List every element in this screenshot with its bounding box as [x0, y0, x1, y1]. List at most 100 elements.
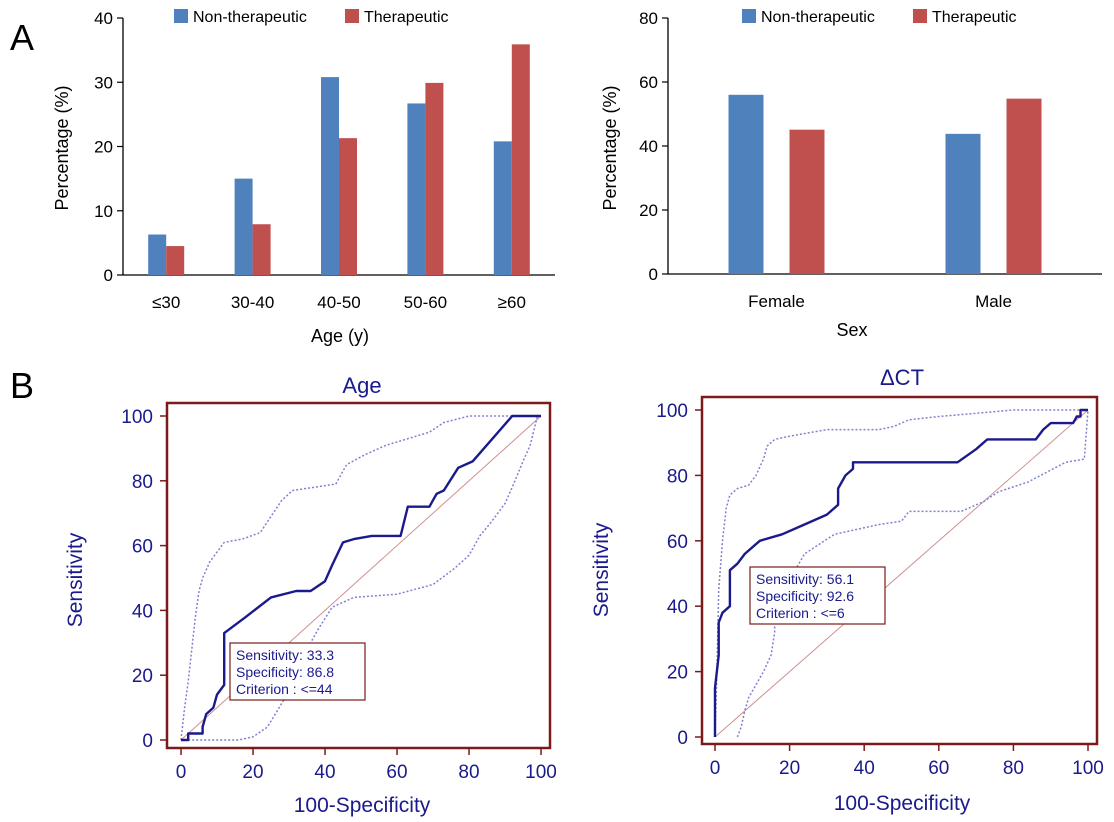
x-tick-label: 40	[854, 758, 875, 779]
x-tick-label: Female	[748, 292, 805, 311]
y-tick-label: 10	[94, 202, 113, 221]
panel-label-b: B	[10, 365, 34, 406]
bar-non-therapeutic-female	[728, 94, 764, 274]
y-tick-label: 60	[667, 532, 688, 553]
x-tick-label: ≤30	[152, 293, 180, 312]
dct-roc-criterion: Criterion : <=6	[756, 605, 845, 621]
legend-swatch-non-therapeutic	[174, 9, 188, 23]
dct-roc-specificity: Specificity: 92.6	[756, 588, 854, 604]
y-tick-label: 40	[639, 137, 658, 156]
y-tick-label: 20	[667, 663, 688, 684]
ci-lower-curve	[188, 415, 539, 741]
ci-lower-curve	[736, 409, 1089, 738]
age-roc-chart: Age 0 0 20 20 40 40 60 60 80 80 100 100 100-Specifi…	[64, 373, 557, 817]
y-tick-label: 20	[132, 666, 153, 687]
x-tick-label: 40	[314, 762, 335, 783]
legend-label-therapeutic: Therapeutic	[364, 9, 449, 26]
y-tick-label: 40	[667, 597, 688, 618]
plot-frame	[700, 395, 1099, 746]
age-roc-criterion: Criterion : <=44	[236, 681, 333, 697]
age-roc-criterion-box: Sensitivity: 33.3 Specificity: 86.8 Crit…	[229, 642, 366, 701]
dct-roc-criterion-frame	[749, 566, 886, 625]
x-tick-label: 100	[1072, 758, 1104, 779]
x-tick-label: 80	[1003, 758, 1024, 779]
dct-roc-ylabel: Sensitivity	[590, 522, 613, 617]
x-tick-label: 20	[242, 762, 263, 783]
x-tick-label: 80	[458, 762, 479, 783]
sex-bar-chart-plot: 0 20 40 60 80 Female Male	[639, 9, 1102, 311]
y-tick-label: 20	[94, 138, 113, 157]
dct-roc-xlabel: 100-Specificity	[834, 792, 971, 815]
bar-non-therapeutic-60	[493, 141, 512, 275]
bar-non-therapeutic-30	[148, 234, 167, 275]
roc-curve	[713, 408, 1088, 737]
x-tick-label: 60	[928, 758, 949, 779]
legend-swatch-therapeutic	[913, 9, 927, 23]
sex-bar-chart-xlabel: Sex	[836, 320, 867, 340]
bar-non-therapeutic-40-50	[321, 77, 339, 275]
bar-therapeutic-male	[1006, 98, 1042, 274]
legend-label-non-therapeutic: Non-therapeutic	[761, 9, 875, 26]
legend-swatch-therapeutic	[345, 9, 359, 23]
bar-non-therapeutic-50-60	[407, 103, 426, 275]
y-tick-label: 80	[132, 472, 153, 493]
dct-roc-chart: ΔCT 0 0 20 20 40 40 60 60 80 80 100 100 100-Specifi…	[590, 365, 1104, 815]
bar-therapeutic-50-60	[425, 82, 444, 275]
dct-roc-criterion-box: Sensitivity: 56.1 Specificity: 92.6 Crit…	[749, 566, 886, 625]
age-roc-title: Age	[342, 373, 381, 398]
legend-swatch-non-therapeutic	[742, 9, 756, 23]
y-tick-label: 0	[104, 266, 113, 285]
y-tick-label: 60	[132, 537, 153, 558]
age-roc-sensitivity: Sensitivity: 33.3	[236, 647, 334, 663]
age-roc-xlabel: 100-Specificity	[294, 794, 431, 817]
age-bar-chart-ylabel: Percentage (%)	[52, 85, 72, 210]
y-tick-label: 40	[132, 601, 153, 622]
y-tick-label: 30	[94, 73, 113, 92]
x-tick-label: Male	[975, 292, 1012, 311]
y-tick-label: 0	[649, 265, 658, 284]
y-tick-label: 100	[656, 401, 688, 422]
x-tick-label: 0	[710, 758, 721, 779]
age-roc-criterion-frame	[229, 642, 366, 701]
x-tick-label: 20	[779, 758, 800, 779]
bar-non-therapeutic-30-40	[234, 178, 253, 275]
x-tick-label: 0	[176, 762, 187, 783]
x-tick-label: 100	[525, 762, 557, 783]
sex-bar-chart: 0 20 40 60 80 Female Male Sex Percentage (%) N…	[600, 9, 1102, 340]
legend-label-therapeutic: Therapeutic	[932, 9, 1017, 26]
age-roc-specificity: Specificity: 86.8	[236, 664, 334, 680]
y-tick-label: 80	[667, 466, 688, 487]
dct-roc-plot: 0 0 20 20 40 40 60 60 80 80 100 100	[656, 395, 1104, 779]
panel-label-a: A	[10, 17, 34, 58]
bar-therapeutic-60	[511, 44, 530, 275]
bar-therapeutic-30-40	[252, 224, 271, 275]
roc-curve	[181, 414, 541, 742]
y-tick-label: 40	[94, 9, 113, 28]
x-tick-label: 30-40	[231, 293, 274, 312]
ci-upper-curve	[180, 415, 541, 741]
bar-therapeutic-30	[166, 246, 185, 275]
x-tick-label: ≥60	[498, 293, 526, 312]
ci-upper-curve	[714, 409, 1088, 738]
plot-frame	[165, 401, 552, 750]
y-tick-label: 20	[639, 201, 658, 220]
age-bar-chart-plot: 0 10 20 30 40 ≤30 30-40 40-50 50-60 ≥60	[94, 9, 555, 312]
x-tick-label: 50-60	[404, 293, 447, 312]
y-tick-label: 100	[121, 407, 153, 428]
sex-bar-chart-legend: Non-therapeutic Therapeutic	[742, 9, 1017, 26]
bar-therapeutic-40-50	[339, 138, 357, 275]
age-bar-chart-xlabel: Age (y)	[311, 326, 369, 346]
y-tick-label: 0	[142, 731, 153, 752]
sex-bar-chart-ylabel: Percentage (%)	[600, 85, 620, 210]
dct-roc-title: ΔCT	[880, 365, 924, 390]
y-tick-label: 80	[639, 9, 658, 28]
age-roc-ylabel: Sensitivity	[64, 532, 87, 627]
reference-diagonal	[714, 409, 1089, 738]
x-tick-label: 60	[386, 762, 407, 783]
legend-label-non-therapeutic: Non-therapeutic	[193, 9, 307, 26]
age-bar-chart: 0 10 20 30 40 ≤30 30-40 40-50 50-60 ≥60 Age (y) P…	[52, 9, 555, 346]
age-bar-chart-legend: Non-therapeutic Therapeutic	[174, 9, 449, 26]
bar-therapeutic-female	[789, 129, 825, 274]
y-tick-label: 0	[677, 728, 688, 749]
bar-non-therapeutic-male	[945, 133, 981, 274]
